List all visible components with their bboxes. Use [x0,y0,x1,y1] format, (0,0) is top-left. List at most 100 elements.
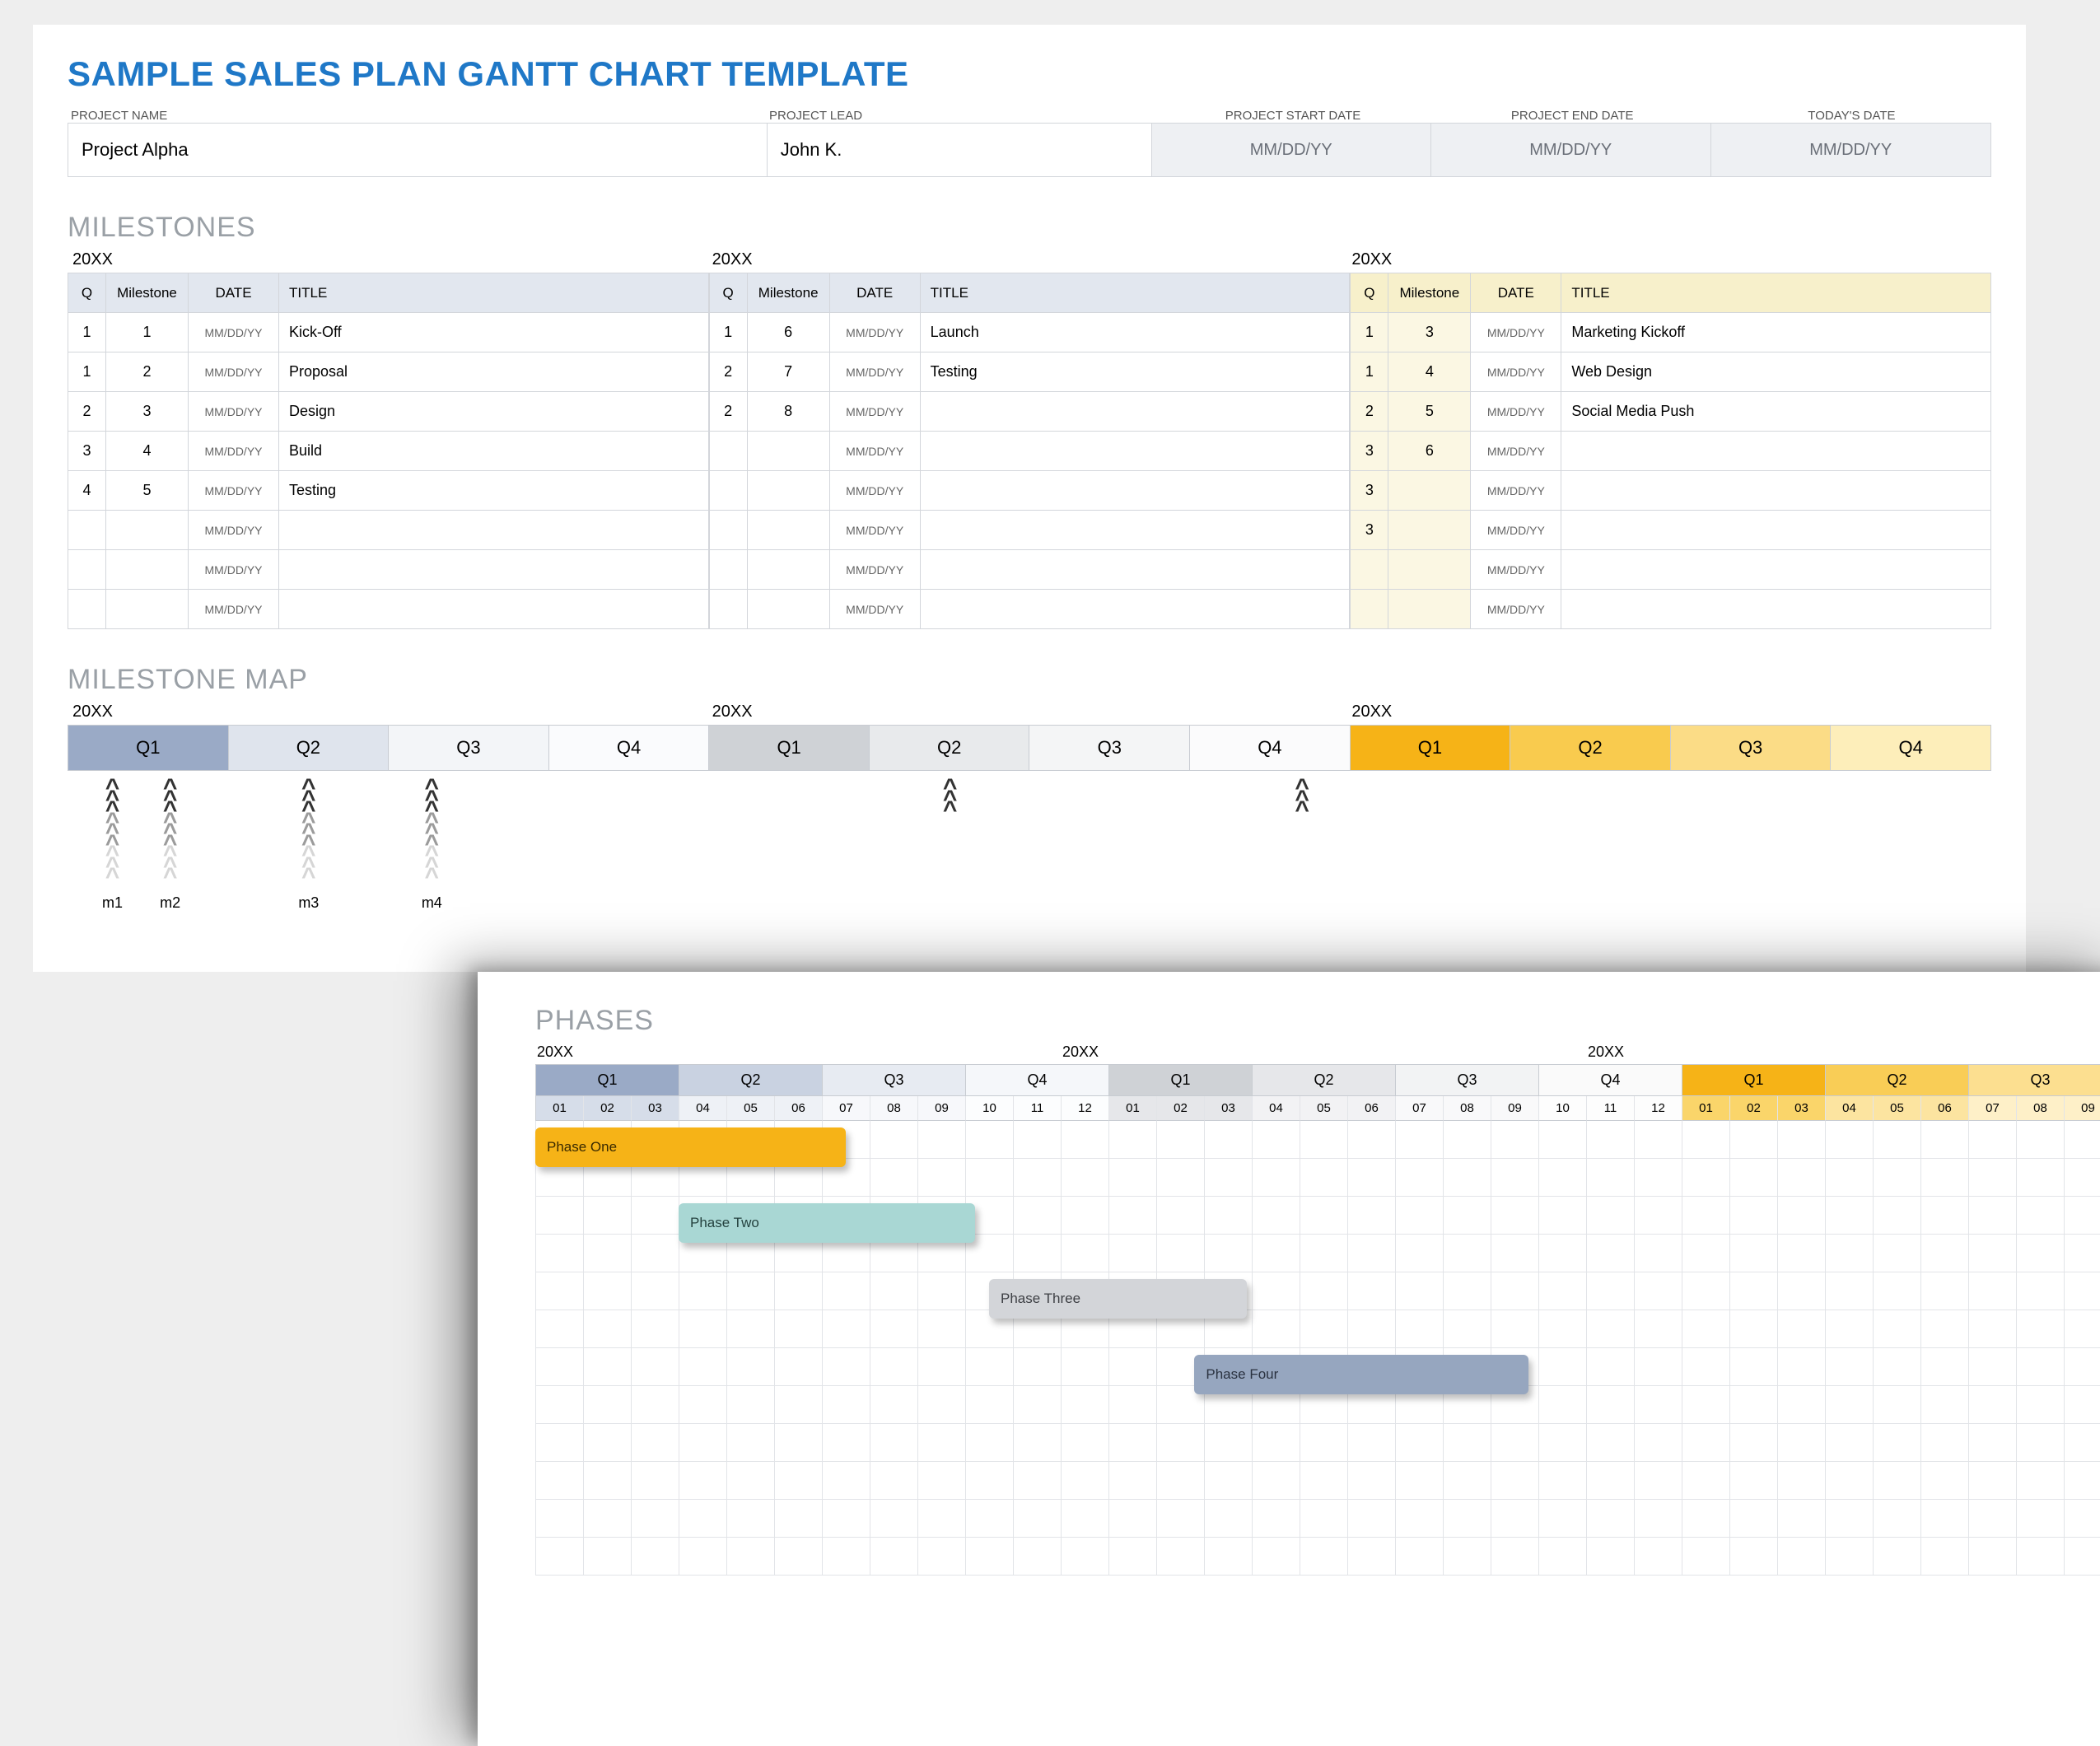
milestone-cell[interactable]: 5 [1388,392,1471,432]
table-row[interactable]: MM/DD/YY [709,550,1350,590]
milestone-cell[interactable] [747,511,829,550]
phase-bar[interactable]: Phase Three [989,1279,1247,1319]
table-row[interactable]: MM/DD/YY [1351,590,1991,629]
milestone-cell[interactable]: MM/DD/YY [829,432,920,471]
milestone-cell[interactable]: MM/DD/YY [829,590,920,629]
milestone-title[interactable]: Marketing Kickoff [1561,313,1991,352]
milestone-title[interactable] [920,550,1350,590]
table-row[interactable]: MM/DD/YY [709,432,1350,471]
table-row[interactable]: MM/DD/YY [68,550,709,590]
milestone-cell[interactable]: 8 [747,392,829,432]
milestone-title[interactable]: Social Media Push [1561,392,1991,432]
table-row[interactable]: 34MM/DD/YYBuild [68,432,709,471]
milestone-cell[interactable]: MM/DD/YY [829,550,920,590]
milestone-cell[interactable]: MM/DD/YY [189,550,279,590]
table-row[interactable]: 23MM/DD/YYDesign [68,392,709,432]
milestone-title[interactable] [920,392,1350,432]
phase-bar[interactable]: Phase One [535,1127,846,1167]
milestone-cell[interactable] [747,550,829,590]
milestone-cell[interactable]: MM/DD/YY [1471,392,1561,432]
table-row[interactable]: MM/DD/YY [709,471,1350,511]
milestone-cell[interactable]: 2 [1351,392,1388,432]
milestone-cell[interactable]: 3 [1351,511,1388,550]
milestone-cell[interactable]: MM/DD/YY [189,511,279,550]
milestone-cell[interactable]: MM/DD/YY [1471,590,1561,629]
table-row[interactable]: 27MM/DD/YYTesting [709,352,1350,392]
milestone-cell[interactable] [709,432,747,471]
milestone-title[interactable] [920,511,1350,550]
milestone-cell[interactable]: MM/DD/YY [829,471,920,511]
table-row[interactable]: MM/DD/YY [1351,550,1991,590]
table-row[interactable]: MM/DD/YY [68,590,709,629]
milestone-title[interactable] [1561,590,1991,629]
milestone-cell[interactable]: MM/DD/YY [829,392,920,432]
milestone-cell[interactable]: MM/DD/YY [1471,471,1561,511]
table-row[interactable]: 11MM/DD/YYKick-Off [68,313,709,352]
milestone-title[interactable] [920,590,1350,629]
milestone-cell[interactable]: 1 [68,313,106,352]
milestone-cell[interactable] [68,511,106,550]
milestone-title[interactable] [1561,471,1991,511]
milestone-cell[interactable]: 4 [68,471,106,511]
table-row[interactable]: MM/DD/YY [68,511,709,550]
milestone-title[interactable] [1561,432,1991,471]
milestone-title[interactable] [920,432,1350,471]
milestone-cell[interactable] [747,590,829,629]
milestone-title[interactable]: Web Design [1561,352,1991,392]
milestone-title[interactable]: Design [279,392,709,432]
table-row[interactable]: 25MM/DD/YYSocial Media Push [1351,392,1991,432]
milestone-cell[interactable]: MM/DD/YY [189,432,279,471]
milestone-cell[interactable]: 1 [68,352,106,392]
milestone-title[interactable]: Testing [279,471,709,511]
milestone-cell[interactable]: 2 [106,352,189,392]
milestone-title[interactable] [279,550,709,590]
table-row[interactable]: 45MM/DD/YYTesting [68,471,709,511]
milestone-cell[interactable]: 4 [1388,352,1471,392]
table-row[interactable]: 13MM/DD/YYMarketing Kickoff [1351,313,1991,352]
milestone-cell[interactable] [709,550,747,590]
milestone-title[interactable] [279,590,709,629]
milestone-cell[interactable] [1388,550,1471,590]
meta-project-lead[interactable]: John K. [768,124,1152,176]
milestone-cell[interactable]: MM/DD/YY [1471,550,1561,590]
milestone-cell[interactable]: 1 [1351,352,1388,392]
milestone-cell[interactable]: MM/DD/YY [829,352,920,392]
meta-start-date[interactable]: MM/DD/YY [1152,124,1431,176]
milestone-cell[interactable]: 3 [1351,432,1388,471]
milestone-title[interactable] [1561,511,1991,550]
milestone-cell[interactable]: 3 [106,392,189,432]
milestone-cell[interactable]: 6 [747,313,829,352]
milestone-title[interactable] [920,471,1350,511]
milestone-cell[interactable]: 2 [709,352,747,392]
milestone-cell[interactable] [1388,471,1471,511]
milestone-title[interactable]: Launch [920,313,1350,352]
milestone-cell[interactable]: MM/DD/YY [189,352,279,392]
milestone-cell[interactable]: 3 [68,432,106,471]
milestone-title[interactable]: Build [279,432,709,471]
milestone-cell[interactable]: MM/DD/YY [189,313,279,352]
milestone-cell[interactable]: MM/DD/YY [1471,313,1561,352]
milestone-cell[interactable] [1388,590,1471,629]
table-row[interactable]: 36MM/DD/YY [1351,432,1991,471]
milestone-cell[interactable]: 1 [106,313,189,352]
milestone-cell[interactable]: MM/DD/YY [189,392,279,432]
milestone-title[interactable] [279,511,709,550]
table-row[interactable]: MM/DD/YY [709,590,1350,629]
milestone-cell[interactable] [1351,550,1388,590]
milestone-cell[interactable] [709,511,747,550]
milestone-cell[interactable]: 2 [709,392,747,432]
table-row[interactable]: 16MM/DD/YYLaunch [709,313,1350,352]
meta-today[interactable]: MM/DD/YY [1711,124,1990,176]
milestone-cell[interactable]: 4 [106,432,189,471]
table-row[interactable]: MM/DD/YY [709,511,1350,550]
milestone-cell[interactable] [709,590,747,629]
table-row[interactable]: 3MM/DD/YY [1351,471,1991,511]
milestone-cell[interactable] [747,471,829,511]
milestone-cell[interactable]: MM/DD/YY [189,471,279,511]
meta-end-date[interactable]: MM/DD/YY [1431,124,1710,176]
table-row[interactable]: 28MM/DD/YY [709,392,1350,432]
milestone-cell[interactable]: 5 [106,471,189,511]
milestone-cell[interactable] [106,550,189,590]
milestone-title[interactable] [1561,550,1991,590]
milestone-title[interactable]: Proposal [279,352,709,392]
